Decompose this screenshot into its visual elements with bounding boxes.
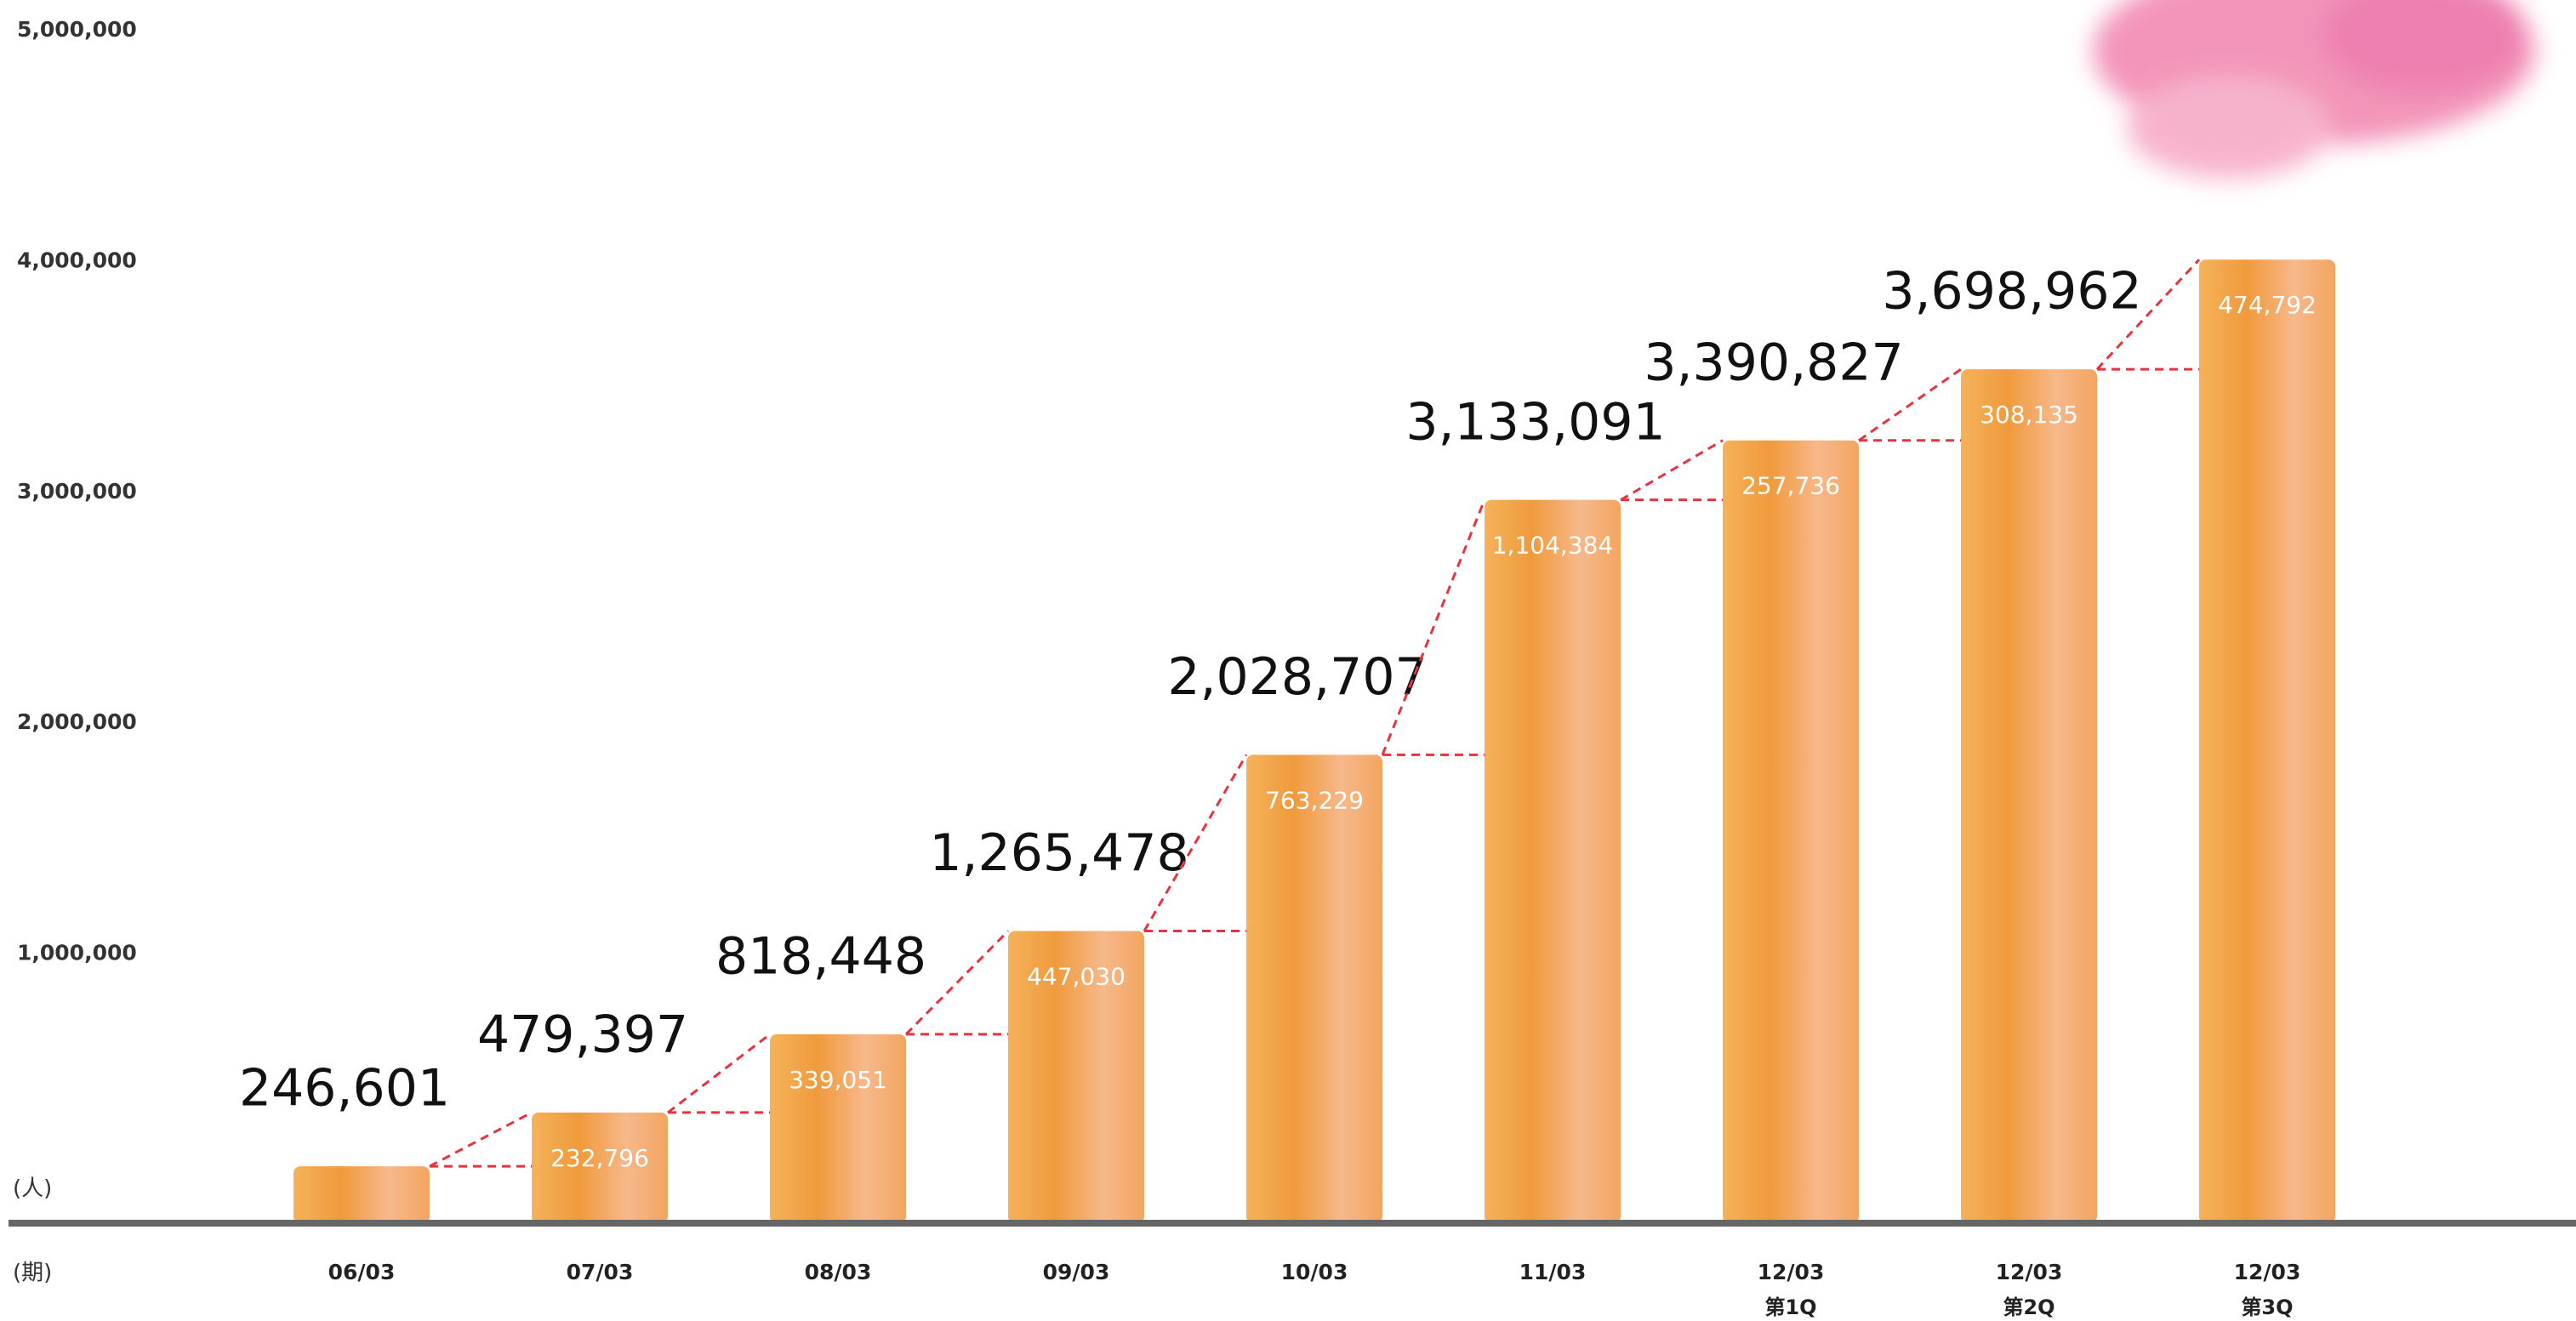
x-tick-label: 12/03 — [1758, 1260, 1825, 1284]
total-label: 3,390,827 — [1644, 333, 1903, 392]
bar — [1485, 499, 1621, 1223]
bar — [294, 1166, 430, 1223]
x-tick-sublabel: 第3Q — [2241, 1295, 2293, 1319]
bar — [532, 1112, 668, 1223]
x-tick-sublabel: 第2Q — [2003, 1295, 2055, 1319]
increment-label: 1,104,384 — [1492, 532, 1614, 560]
connector-increment — [667, 1033, 771, 1114]
x-unit: (期) — [13, 1261, 52, 1286]
total-label: 246,601 — [239, 1059, 450, 1119]
connector-increment — [429, 1111, 533, 1168]
connector-increment — [1620, 439, 1724, 501]
bar — [2199, 259, 2335, 1223]
increment-label: 339,051 — [789, 1066, 887, 1094]
bar — [1246, 754, 1382, 1223]
total-label: 3,133,091 — [1405, 392, 1665, 452]
bar — [1961, 369, 2097, 1224]
bar — [1723, 440, 1859, 1223]
connector-increment — [1143, 754, 1248, 932]
x-tick-label: 08/03 — [805, 1260, 872, 1284]
increment-label: 308,135 — [1980, 401, 2078, 429]
x-tick-label: 12/03 — [2234, 1260, 2301, 1284]
x-tick-label: 07/03 — [567, 1260, 634, 1284]
y-tick-label: 4,000,000 — [17, 248, 137, 272]
total-label: 818,448 — [715, 926, 926, 986]
connector-increment — [904, 930, 1010, 1035]
x-tick-label: 06/03 — [328, 1260, 396, 1284]
total-label: 1,265,478 — [929, 823, 1188, 883]
increment-label: 447,030 — [1027, 963, 1126, 991]
increment-label: 763,229 — [1265, 786, 1364, 814]
connector-increment — [1858, 367, 1962, 441]
increment-label: 257,736 — [1741, 472, 1840, 500]
connector-increment — [2095, 259, 2201, 371]
bar — [770, 1033, 906, 1223]
y-tick-label: 2,000,000 — [17, 709, 137, 734]
increment-label: 232,796 — [550, 1144, 649, 1172]
x-tick-sublabel: 第1Q — [1764, 1295, 1816, 1319]
total-label: 479,397 — [477, 1005, 688, 1064]
connector-increment — [1381, 499, 1486, 755]
y-tick-label: 1,000,000 — [17, 941, 137, 965]
y-unit: (人) — [13, 1176, 52, 1202]
bar — [1008, 931, 1144, 1223]
decoration-blob — [2093, 0, 2535, 179]
x-tick-label: 10/03 — [1281, 1260, 1348, 1284]
x-tick-label: 12/03 — [1996, 1260, 2063, 1284]
total-label: 3,698,962 — [1882, 262, 2141, 322]
y-tick-label: 5,000,000 — [17, 17, 137, 42]
y-tick-label: 3,000,000 — [17, 479, 137, 504]
x-tick-label: 09/03 — [1043, 1260, 1110, 1284]
total-label: 2,028,707 — [1167, 647, 1427, 707]
x-tick-label: 11/03 — [1519, 1260, 1587, 1284]
increment-label: 474,792 — [2218, 291, 2317, 319]
